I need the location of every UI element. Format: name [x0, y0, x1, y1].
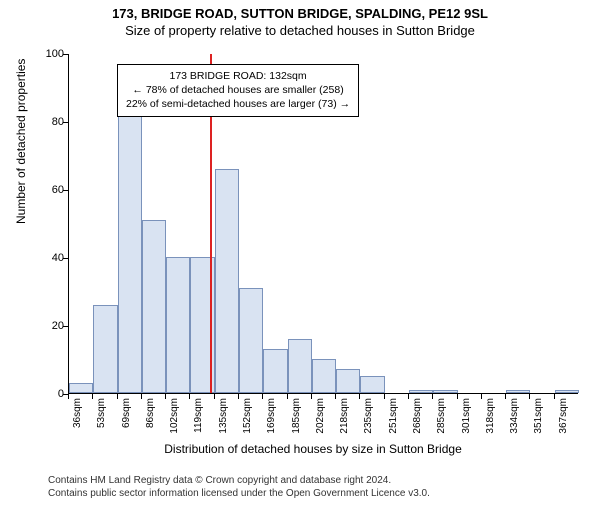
- plot-area: 173 BRIDGE ROAD: 132sqm← 78% of detached…: [68, 54, 578, 394]
- y-tick-mark: [63, 190, 68, 191]
- histogram-bar: [336, 369, 360, 393]
- histogram-bar: [312, 359, 336, 393]
- histogram-bar: [142, 220, 166, 393]
- annotation-line3: 22% of semi-detached houses are larger (…: [126, 97, 350, 111]
- histogram-bar: [409, 390, 433, 393]
- credits: Contains HM Land Registry data © Crown c…: [48, 474, 430, 500]
- x-tick-mark: [189, 394, 190, 399]
- x-tick-mark: [262, 394, 263, 399]
- x-tick-label: 251sqm: [388, 398, 399, 434]
- histogram-bar: [433, 390, 457, 393]
- y-tick-label: 0: [34, 388, 64, 400]
- histogram-chart: Number of detached properties 173 BRIDGE…: [48, 54, 578, 424]
- x-tick-mark: [238, 394, 239, 399]
- x-tick-label: 169sqm: [266, 398, 277, 434]
- x-tick-label: 318sqm: [485, 398, 496, 434]
- y-tick-label: 60: [34, 184, 64, 196]
- x-tick-mark: [481, 394, 482, 399]
- annotation-line2: ← 78% of detached houses are smaller (25…: [126, 83, 350, 97]
- y-tick-mark: [63, 54, 68, 55]
- y-tick-label: 80: [34, 116, 64, 128]
- x-tick-mark: [141, 394, 142, 399]
- histogram-bar: [118, 101, 142, 393]
- x-tick-mark: [165, 394, 166, 399]
- x-tick-label: 218sqm: [339, 398, 350, 434]
- x-tick-mark: [505, 394, 506, 399]
- histogram-bar: [288, 339, 312, 393]
- credits-line2: Contains public sector information licen…: [48, 487, 430, 500]
- x-tick-mark: [408, 394, 409, 399]
- annotation-box: 173 BRIDGE ROAD: 132sqm← 78% of detached…: [117, 64, 359, 117]
- x-tick-label: 135sqm: [218, 398, 229, 434]
- x-tick-mark: [359, 394, 360, 399]
- annotation-line1: 173 BRIDGE ROAD: 132sqm: [126, 69, 350, 83]
- histogram-bar: [215, 169, 239, 393]
- x-tick-label: 202sqm: [315, 398, 326, 434]
- x-tick-label: 36sqm: [72, 398, 83, 428]
- page-title-address: 173, BRIDGE ROAD, SUTTON BRIDGE, SPALDIN…: [0, 6, 600, 21]
- x-tick-mark: [68, 394, 69, 399]
- x-tick-mark: [384, 394, 385, 399]
- histogram-bar: [263, 349, 287, 393]
- y-tick-label: 100: [34, 48, 64, 60]
- histogram-bar: [239, 288, 263, 393]
- x-tick-label: 334sqm: [509, 398, 520, 434]
- x-tick-mark: [335, 394, 336, 399]
- credits-line1: Contains HM Land Registry data © Crown c…: [48, 474, 430, 487]
- x-tick-label: 53sqm: [96, 398, 107, 428]
- x-tick-mark: [92, 394, 93, 399]
- x-tick-mark: [529, 394, 530, 399]
- x-axis-label: Distribution of detached houses by size …: [48, 442, 578, 456]
- x-tick-label: 301sqm: [461, 398, 472, 434]
- x-tick-label: 69sqm: [121, 398, 132, 428]
- x-tick-mark: [287, 394, 288, 399]
- x-tick-mark: [117, 394, 118, 399]
- histogram-bar: [555, 390, 579, 393]
- page-subtitle: Size of property relative to detached ho…: [0, 23, 600, 38]
- y-axis-label: Number of detached properties: [14, 59, 28, 224]
- histogram-bar: [360, 376, 384, 393]
- x-tick-label: 351sqm: [533, 398, 544, 434]
- histogram-bar: [69, 383, 93, 393]
- y-tick-mark: [63, 258, 68, 259]
- histogram-bar: [166, 257, 190, 393]
- x-tick-label: 86sqm: [145, 398, 156, 428]
- x-tick-label: 185sqm: [291, 398, 302, 434]
- y-tick-mark: [63, 326, 68, 327]
- x-tick-label: 102sqm: [169, 398, 180, 434]
- x-tick-label: 119sqm: [193, 398, 204, 433]
- x-tick-label: 152sqm: [242, 398, 253, 434]
- x-tick-label: 235sqm: [363, 398, 374, 434]
- x-tick-mark: [214, 394, 215, 399]
- x-tick-label: 285sqm: [436, 398, 447, 434]
- x-tick-mark: [311, 394, 312, 399]
- y-tick-label: 40: [34, 252, 64, 264]
- histogram-bar: [506, 390, 530, 393]
- x-tick-mark: [457, 394, 458, 399]
- x-tick-mark: [554, 394, 555, 399]
- x-tick-label: 268sqm: [412, 398, 423, 434]
- x-tick-mark: [432, 394, 433, 399]
- y-tick-mark: [63, 122, 68, 123]
- y-tick-label: 20: [34, 320, 64, 332]
- x-tick-label: 367sqm: [558, 398, 569, 434]
- histogram-bar: [93, 305, 117, 393]
